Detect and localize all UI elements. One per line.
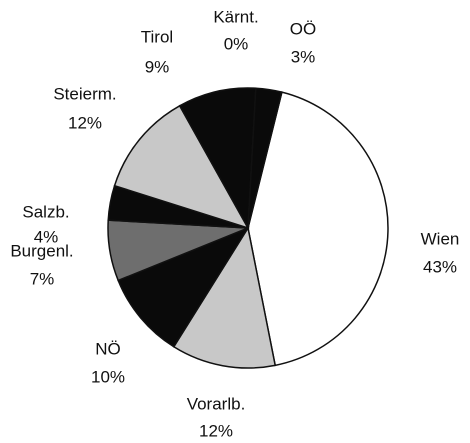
slice-label: Salzb.: [22, 202, 69, 221]
slice-label: Wien: [421, 229, 460, 248]
slice-value-label: 43%: [423, 257, 457, 276]
slice-label: Tirol: [141, 27, 173, 46]
slice-value-label: 12%: [68, 113, 102, 132]
slice-value-label: 3%: [291, 47, 316, 66]
pie-slice: [117, 226, 250, 348]
pie-slice: [172, 225, 277, 369]
slice-label: Steierm.: [53, 84, 116, 103]
pie-slice: [113, 104, 250, 230]
pie-slice: [247, 87, 283, 229]
slice-value-label: 10%: [91, 367, 125, 386]
pie-slice: [247, 91, 389, 367]
slice-value-label: 0%: [224, 34, 249, 53]
slice-value-label: 4%: [34, 227, 59, 246]
slice-label: OÖ: [290, 19, 316, 38]
slice-value-label: 9%: [145, 57, 170, 76]
slice-label: NÖ: [95, 339, 121, 358]
slice-label: Vorarlb.: [187, 394, 246, 413]
slice-label: Burgenl.: [10, 241, 73, 260]
pie-slice: [178, 87, 257, 231]
slice-label: Kärnt.: [213, 7, 258, 26]
slice-value-label: 12%: [199, 421, 233, 440]
slice-value-label: 7%: [30, 269, 55, 288]
